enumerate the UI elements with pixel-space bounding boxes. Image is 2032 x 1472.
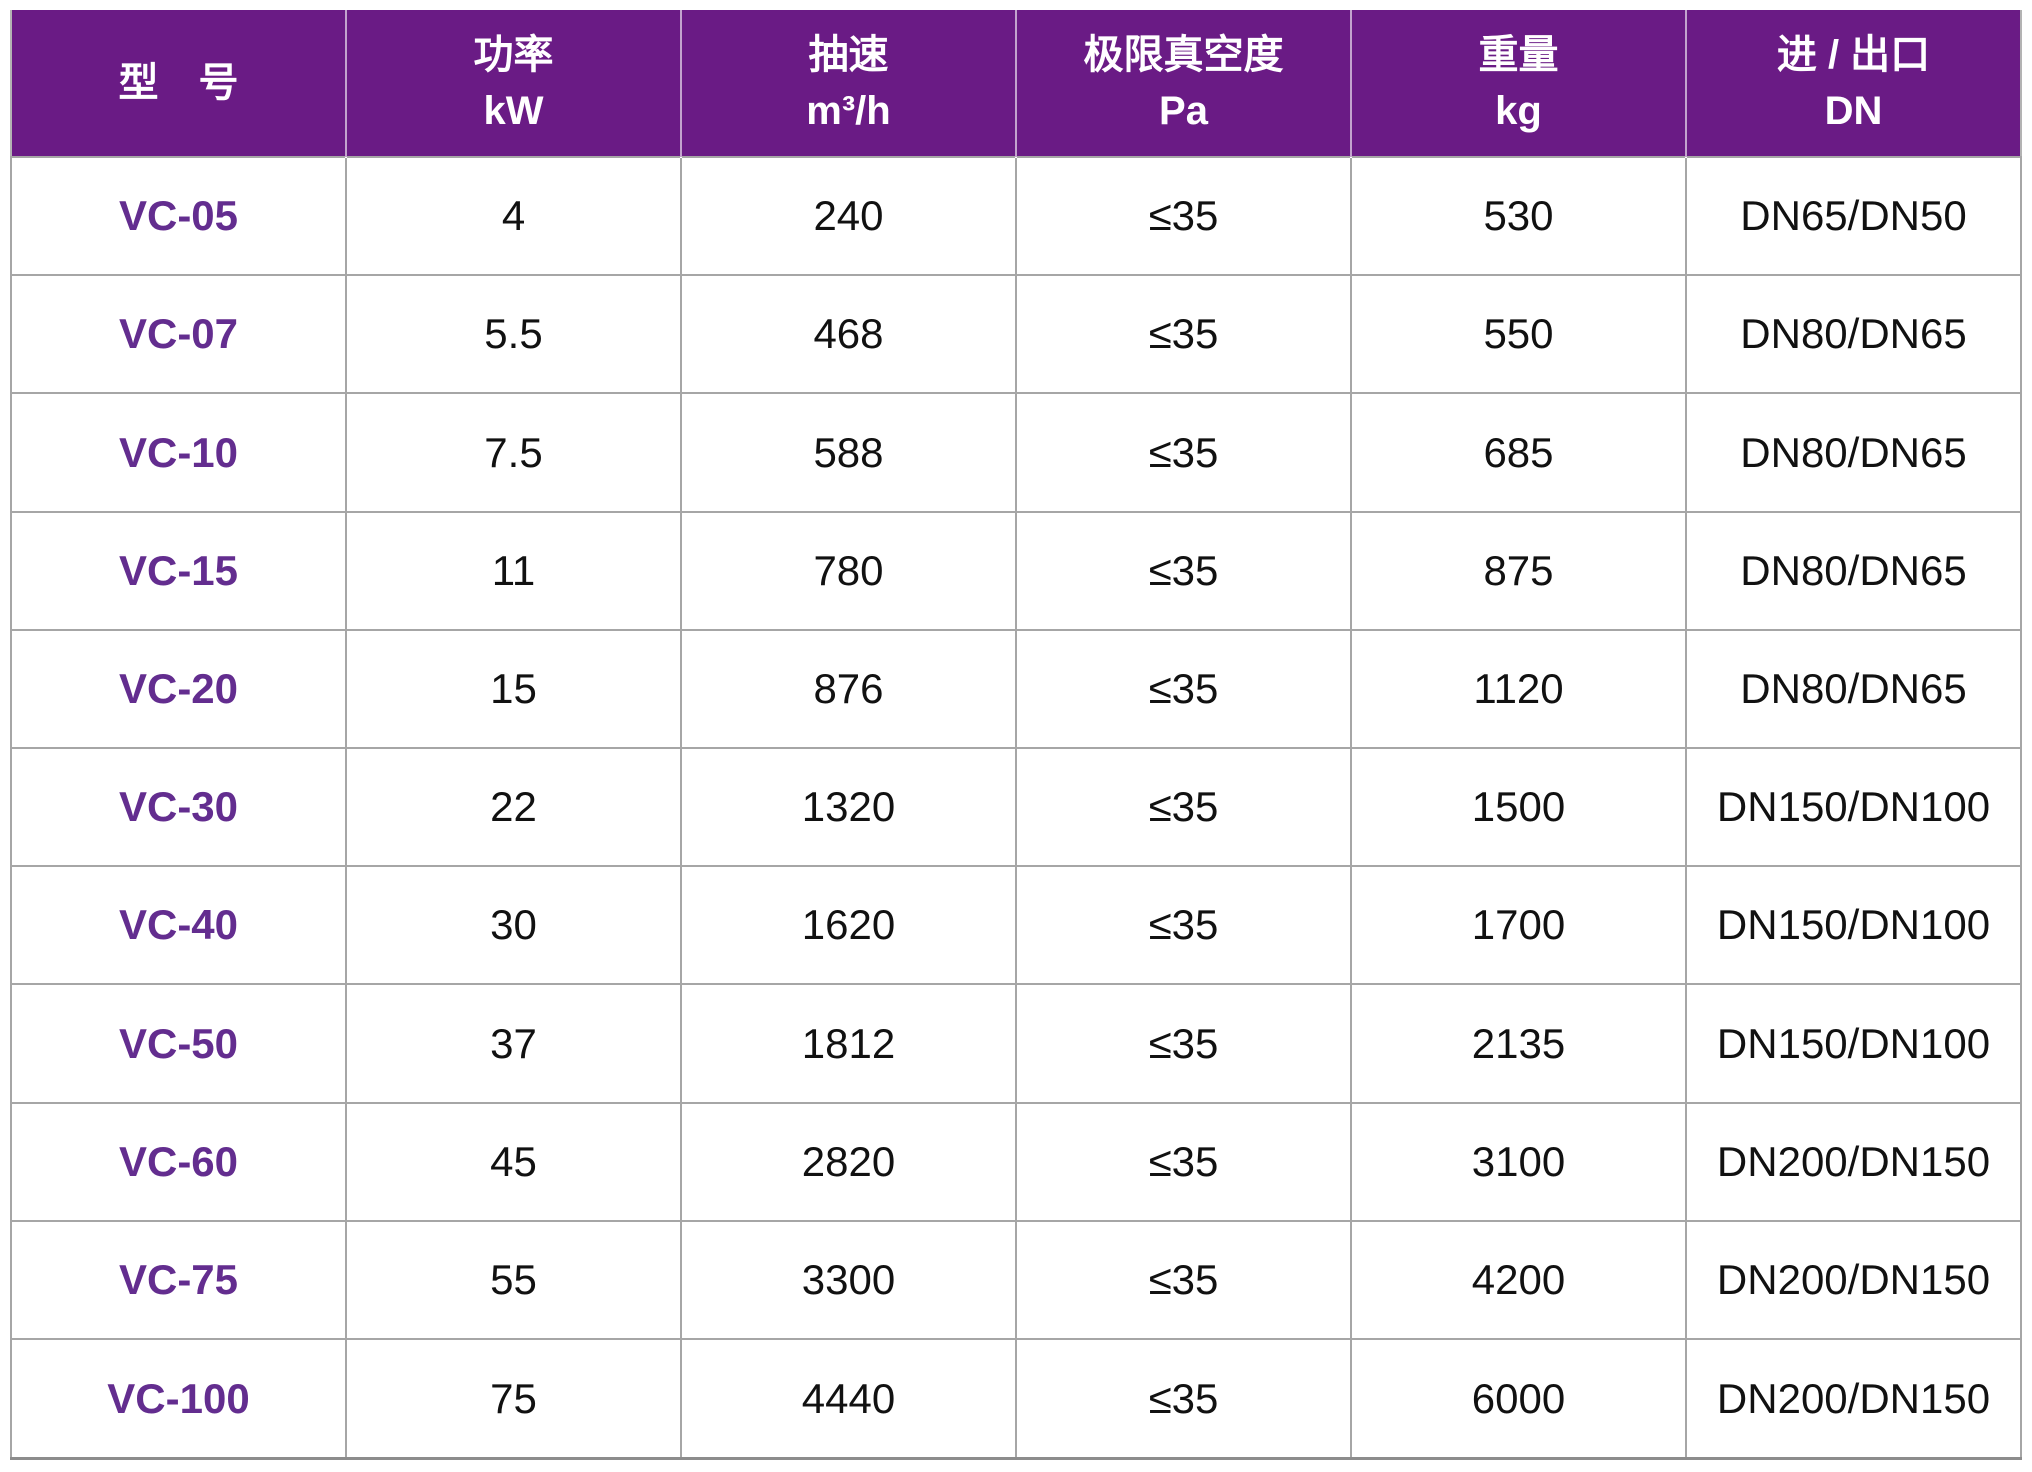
column-header-ports: 进 / 出口 DN (1686, 10, 2021, 157)
model-cell: VC-60 (10, 1101, 347, 1222)
table-row: VC-07 5.5 468 ≤35 550 DN80/DN65 (10, 274, 2022, 395)
table-row: VC-75 55 3300 ≤35 4200 DN200/DN150 (10, 1219, 2022, 1341)
weight-cell: 3100 (1350, 1101, 1687, 1222)
vacuum-cell: ≤35 (1015, 1338, 1352, 1460)
ports-cell: DN200/DN150 (1685, 1219, 2022, 1341)
weight-cell: 6000 (1350, 1338, 1687, 1460)
power-cell: 5.5 (345, 274, 682, 395)
ports-cell: DN150/DN100 (1685, 747, 2022, 868)
model-cell: VC-05 (10, 155, 347, 277)
model-cell: VC-30 (10, 747, 347, 868)
column-header-power: 功率 kW (346, 10, 682, 157)
ports-cell: DN65/DN50 (1685, 155, 2022, 277)
model-cell: VC-50 (10, 983, 347, 1104)
model-cell: VC-20 (10, 628, 347, 750)
ports-cell: DN80/DN65 (1685, 510, 2022, 631)
speed-cell: 468 (680, 274, 1017, 395)
column-header-weight: 重量 kg (1351, 10, 1687, 157)
ports-cell: DN150/DN100 (1685, 983, 2022, 1104)
column-header-title: 抽速 (808, 33, 889, 77)
speed-cell: 876 (680, 628, 1017, 750)
model-cell: VC-10 (10, 392, 347, 513)
table-row: VC-05 4 240 ≤35 530 DN65/DN50 (10, 155, 2022, 277)
model-cell: VC-75 (10, 1219, 347, 1341)
weight-cell: 685 (1350, 392, 1687, 513)
speed-cell: 240 (680, 155, 1017, 277)
ports-cell: DN200/DN150 (1685, 1101, 2022, 1222)
column-header-unit: DN (1824, 89, 1883, 133)
model-cell: VC-40 (10, 865, 347, 986)
speed-cell: 1812 (680, 983, 1017, 1104)
table-row: VC-30 22 1320 ≤35 1500 DN150/DN100 (10, 747, 2022, 868)
ports-cell: DN80/DN65 (1685, 274, 2022, 395)
weight-cell: 4200 (1350, 1219, 1687, 1341)
table-row: VC-50 37 1812 ≤35 2135 DN150/DN100 (10, 983, 2022, 1104)
table-body: VC-05 4 240 ≤35 530 DN65/DN50 VC-07 5.5 468 ≤35 55… (10, 155, 2022, 1460)
vacuum-cell: ≤35 (1015, 983, 1352, 1104)
speed-cell: 1320 (680, 747, 1017, 868)
table-row: VC-10 7.5 588 ≤35 685 DN80/DN65 (10, 392, 2022, 513)
vacuum-cell: ≤35 (1015, 865, 1352, 986)
ports-cell: DN80/DN65 (1685, 628, 2022, 750)
power-cell: 15 (345, 628, 682, 750)
ports-cell: DN200/DN150 (1685, 1338, 2022, 1460)
weight-cell: 2135 (1350, 983, 1687, 1104)
power-cell: 4 (345, 155, 682, 277)
power-cell: 55 (345, 1219, 682, 1341)
column-header-vacuum: 极限真空度 Pa (1016, 10, 1352, 157)
header-row: 型 号 功率 kW 抽速 m³/h 极限真空度 Pa 重量 kg 进 / 出口 … (11, 10, 2021, 157)
vacuum-cell: ≤35 (1015, 392, 1352, 513)
power-cell: 22 (345, 747, 682, 868)
column-header-unit: Pa (1159, 89, 1208, 133)
speed-cell: 2820 (680, 1101, 1017, 1222)
ports-cell: DN80/DN65 (1685, 392, 2022, 513)
speed-cell: 4440 (680, 1338, 1017, 1460)
table-row: VC-100 75 4440 ≤35 6000 DN200/DN150 (10, 1338, 2022, 1460)
speed-cell: 588 (680, 392, 1017, 513)
vacuum-cell: ≤35 (1015, 747, 1352, 868)
weight-cell: 550 (1350, 274, 1687, 395)
vacuum-cell: ≤35 (1015, 1219, 1352, 1341)
vacuum-cell: ≤35 (1015, 628, 1352, 750)
weight-cell: 530 (1350, 155, 1687, 277)
column-header-title: 型 号 (118, 61, 239, 105)
speed-cell: 3300 (680, 1219, 1017, 1341)
vacuum-pump-spec-table: 型 号 功率 kW 抽速 m³/h 极限真空度 Pa 重量 kg 进 / 出口 … (10, 10, 2022, 1460)
column-header-speed: 抽速 m³/h (681, 10, 1017, 157)
table-row: VC-60 45 2820 ≤35 3100 DN200/DN150 (10, 1101, 2022, 1222)
table-row: VC-20 15 876 ≤35 1120 DN80/DN65 (10, 628, 2022, 750)
power-cell: 11 (345, 510, 682, 631)
power-cell: 30 (345, 865, 682, 986)
speed-cell: 1620 (680, 865, 1017, 986)
power-cell: 37 (345, 983, 682, 1104)
speed-cell: 780 (680, 510, 1017, 631)
vacuum-cell: ≤35 (1015, 155, 1352, 277)
column-header-unit: kW (483, 89, 544, 133)
table-row: VC-40 30 1620 ≤35 1700 DN150/DN100 (10, 865, 2022, 986)
vacuum-cell: ≤35 (1015, 1101, 1352, 1222)
power-cell: 7.5 (345, 392, 682, 513)
power-cell: 75 (345, 1338, 682, 1460)
column-header-title: 重量 (1478, 33, 1559, 77)
table-header: 型 号 功率 kW 抽速 m³/h 极限真空度 Pa 重量 kg 进 / 出口 … (11, 10, 2021, 157)
table-row: VC-15 11 780 ≤35 875 DN80/DN65 (10, 510, 2022, 631)
weight-cell: 1700 (1350, 865, 1687, 986)
weight-cell: 1500 (1350, 747, 1687, 868)
column-header-title: 功率 (473, 33, 554, 77)
weight-cell: 1120 (1350, 628, 1687, 750)
vacuum-cell: ≤35 (1015, 274, 1352, 395)
column-header-title: 进 / 出口 (1776, 33, 1931, 77)
model-cell: VC-07 (10, 274, 347, 395)
column-header-unit: m³/h (806, 89, 891, 133)
model-cell: VC-100 (10, 1338, 347, 1460)
column-header-title: 极限真空度 (1083, 33, 1284, 77)
ports-cell: DN150/DN100 (1685, 865, 2022, 986)
model-cell: VC-15 (10, 510, 347, 631)
weight-cell: 875 (1350, 510, 1687, 631)
column-header-unit: kg (1495, 89, 1542, 133)
power-cell: 45 (345, 1101, 682, 1222)
vacuum-cell: ≤35 (1015, 510, 1352, 631)
column-header-model: 型 号 (11, 10, 347, 157)
